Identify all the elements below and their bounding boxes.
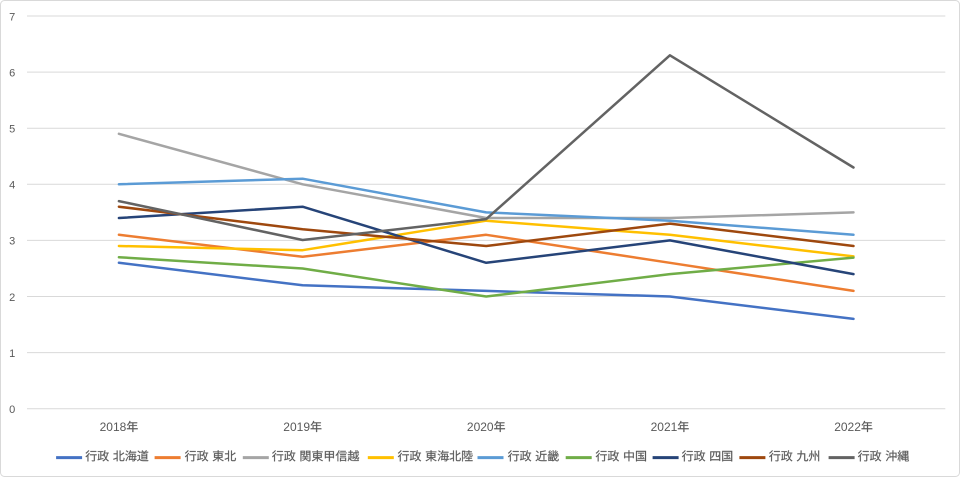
svg-text:5: 5 <box>9 124 15 136</box>
svg-text:7: 7 <box>9 11 15 23</box>
svg-text:2021: 2021 <box>651 420 678 434</box>
svg-text:2020: 2020 <box>467 420 494 434</box>
svg-text:2022: 2022 <box>834 420 861 434</box>
svg-text:6: 6 <box>9 67 15 79</box>
svg-text:2: 2 <box>9 292 15 304</box>
svg-text:4: 4 <box>9 180 15 192</box>
svg-text:3: 3 <box>9 236 15 248</box>
svg-text:1: 1 <box>9 348 15 360</box>
svg-text:2019: 2019 <box>283 420 310 434</box>
svg-text:0: 0 <box>9 404 15 416</box>
svg-text:2018: 2018 <box>100 420 127 434</box>
